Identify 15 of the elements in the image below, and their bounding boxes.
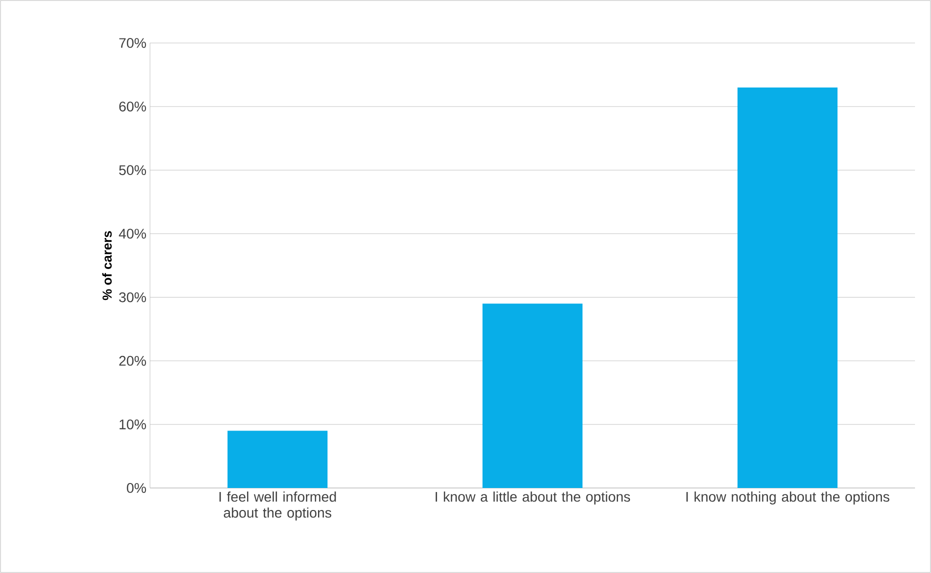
x-tick-label: I know a little about the options [436, 492, 630, 505]
y-tick-label: 60% [119, 102, 146, 112]
bar [228, 430, 328, 488]
y-tick-label: 50% [119, 165, 146, 176]
bar [482, 304, 583, 488]
y-tick-label: 30% [119, 292, 146, 302]
y-tick-label: 20% [119, 356, 146, 366]
y-tick-label: 0% [126, 483, 146, 493]
x-tick-label: I know nothing about the options [686, 492, 890, 505]
y-tick-label: 10% [120, 419, 146, 430]
y-tick-label: 40% [118, 228, 146, 239]
y-tick-label: 70% [119, 38, 146, 48]
y-axis-title: % of carers [102, 231, 112, 300]
bar [738, 87, 838, 488]
x-tick-label: I feel well informed about the options [219, 492, 336, 520]
